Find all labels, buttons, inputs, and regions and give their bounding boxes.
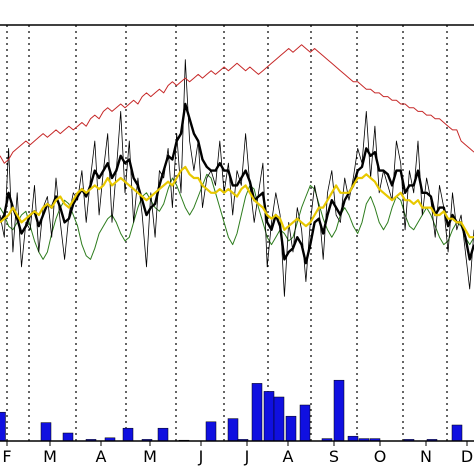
x-tick-label: O xyxy=(374,447,387,466)
precipitation-bar xyxy=(122,427,134,442)
x-tick-label: J xyxy=(244,447,250,466)
x-tick-label: M xyxy=(143,447,157,466)
x-tick-label: F xyxy=(2,447,11,466)
x-tick-label: N xyxy=(420,447,432,466)
x-tick-label: D xyxy=(461,447,473,466)
data-series xyxy=(0,44,474,297)
x-tick-label: S xyxy=(329,447,339,466)
precipitation-bar xyxy=(273,396,285,442)
x-tick-label: A xyxy=(283,447,294,466)
series-line-thick-black-line xyxy=(0,102,474,265)
precipitation-bar xyxy=(227,418,239,442)
precipitation-bar xyxy=(299,404,311,442)
x-tick-label: J xyxy=(198,447,204,466)
series-line-thin-red-line xyxy=(0,44,474,164)
x-tick-label: M xyxy=(43,447,57,466)
precipitation-bar xyxy=(0,411,6,442)
precipitation-bar xyxy=(205,421,217,442)
x-tick-label: A xyxy=(96,447,107,466)
precipitation-bar xyxy=(40,422,52,442)
precipitation-bar xyxy=(157,427,169,442)
series-line-thin-green-line xyxy=(0,173,474,260)
precipitation-bar xyxy=(333,379,345,442)
series-line-yellow-line xyxy=(0,165,474,239)
precipitation-bar xyxy=(285,415,297,442)
precipitation-bar xyxy=(251,383,263,442)
precipitation-bar xyxy=(451,424,463,442)
precipitation-bar xyxy=(62,432,74,442)
precipitation-bar xyxy=(263,391,275,442)
